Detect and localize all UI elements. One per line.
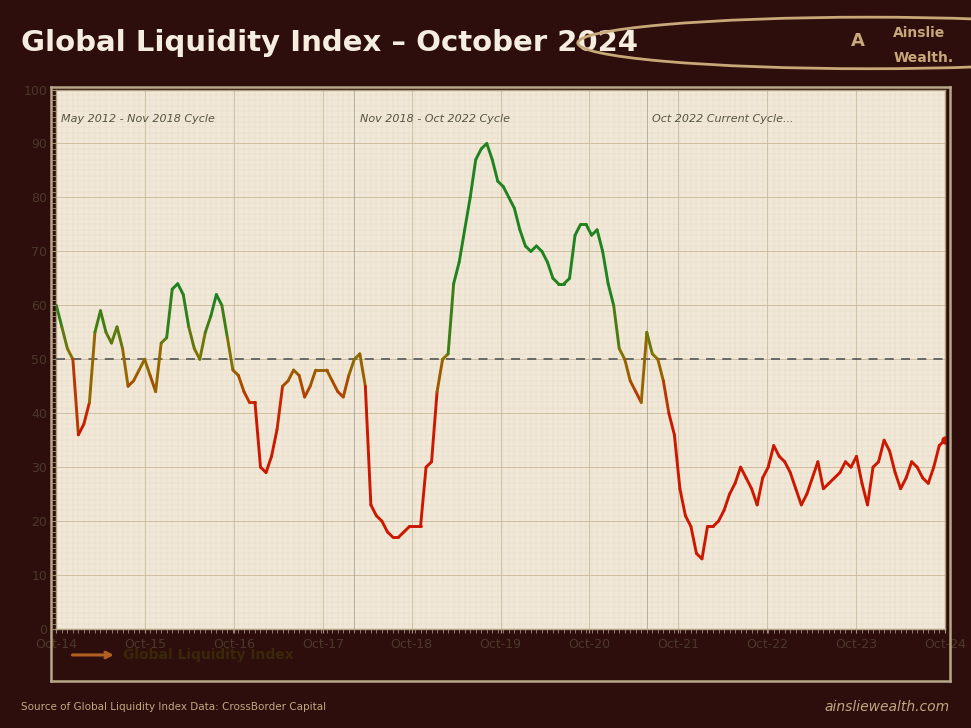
Text: Ainslie: Ainslie [893, 25, 946, 39]
Text: May 2012 - Nov 2018 Cycle: May 2012 - Nov 2018 Cycle [61, 114, 215, 124]
Text: Oct 2022 Current Cycle...: Oct 2022 Current Cycle... [653, 114, 794, 124]
Text: Wealth.: Wealth. [893, 52, 954, 66]
Text: Global Liquidity Index – October 2024: Global Liquidity Index – October 2024 [21, 29, 638, 57]
Text: A: A [851, 32, 864, 50]
Text: ainsliewealth.com: ainsliewealth.com [824, 700, 950, 714]
Text: Nov 2018 - Oct 2022 Cycle: Nov 2018 - Oct 2022 Cycle [360, 114, 510, 124]
Text: Global Liquidity Index: Global Liquidity Index [123, 648, 293, 662]
Text: Source of Global Liquidity Index Data: CrossBorder Capital: Source of Global Liquidity Index Data: C… [21, 702, 326, 712]
